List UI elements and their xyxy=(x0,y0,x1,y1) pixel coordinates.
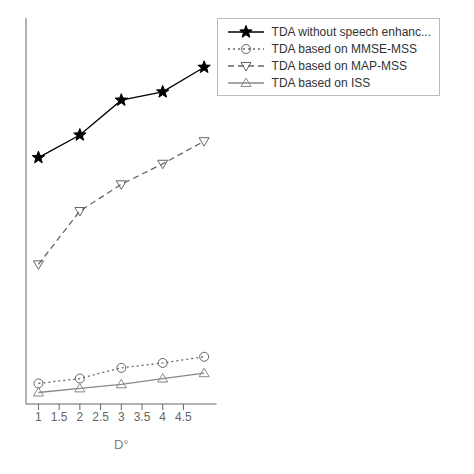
svg-text:2: 2 xyxy=(77,410,84,424)
svg-text:4.5: 4.5 xyxy=(175,410,192,424)
svg-text:1.5: 1.5 xyxy=(51,410,68,424)
svg-text:3.5: 3.5 xyxy=(134,410,151,424)
svg-text:2.5: 2.5 xyxy=(92,410,109,424)
svg-text:1: 1 xyxy=(35,410,42,424)
svg-text:D°: D° xyxy=(114,437,129,452)
svg-text:4: 4 xyxy=(159,410,166,424)
html-text:TDA based on MAP-MSS: TDA based on MAP-MSS xyxy=(271,58,407,73)
html-text:TDA without speech enhanc...: TDA without speech enhanc... xyxy=(271,24,431,39)
html-text:TDA based on MMSE-MSS: TDA based on MMSE-MSS xyxy=(271,41,417,56)
html-text:TDA based on ISS: TDA based on ISS xyxy=(271,75,371,90)
svg-text:3: 3 xyxy=(118,410,125,424)
